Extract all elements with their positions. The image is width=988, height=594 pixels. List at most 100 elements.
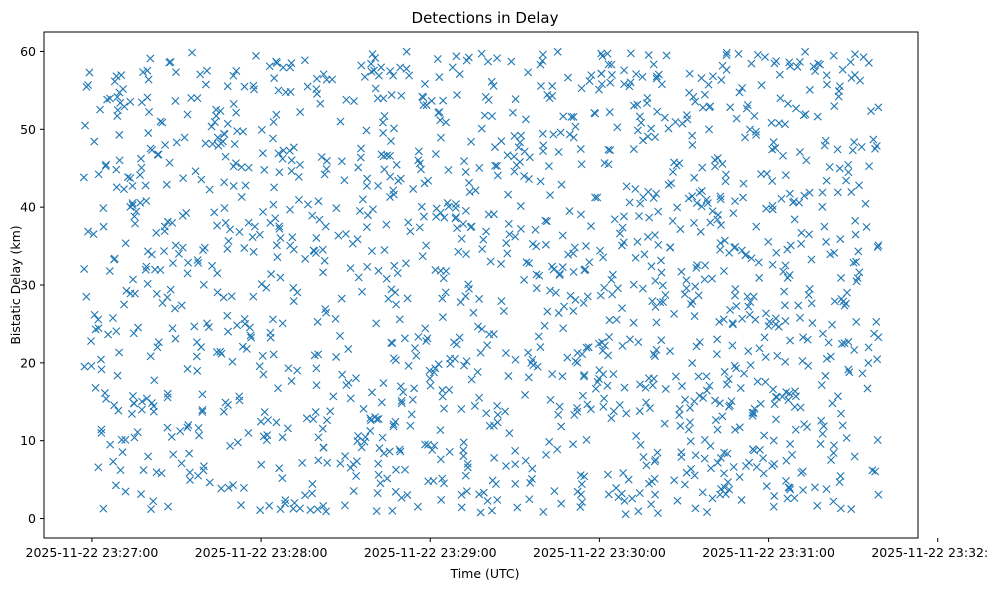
x-tick-label: 2025-11-22 23:31:00 bbox=[702, 545, 835, 560]
detection-point bbox=[128, 201, 137, 210]
detection-point bbox=[224, 237, 233, 246]
detection-point bbox=[722, 51, 731, 60]
detection-point bbox=[742, 104, 751, 113]
detection-point bbox=[80, 264, 89, 273]
detection-point bbox=[735, 423, 744, 432]
detection-point bbox=[197, 175, 206, 184]
detection-point bbox=[746, 298, 755, 307]
detection-point bbox=[462, 357, 471, 366]
detection-point bbox=[115, 348, 124, 357]
detection-point bbox=[805, 284, 814, 293]
detection-point bbox=[490, 143, 499, 152]
detection-point bbox=[431, 150, 440, 159]
detection-point bbox=[824, 338, 833, 347]
detection-point bbox=[786, 336, 795, 345]
detection-point bbox=[208, 261, 217, 270]
detection-point bbox=[644, 479, 653, 488]
detection-point bbox=[405, 71, 414, 80]
detection-point bbox=[438, 392, 447, 401]
detection-point bbox=[780, 287, 789, 296]
detection-point bbox=[322, 156, 331, 165]
detection-point bbox=[143, 66, 152, 75]
detection-point bbox=[270, 74, 279, 83]
detection-point bbox=[220, 130, 229, 139]
detection-point bbox=[240, 244, 249, 253]
detection-point bbox=[141, 181, 150, 190]
detection-point bbox=[147, 250, 156, 259]
detection-point bbox=[457, 503, 466, 512]
detection-point bbox=[786, 440, 795, 449]
detection-point bbox=[598, 338, 607, 347]
detection-point bbox=[501, 349, 510, 358]
detection-point bbox=[259, 207, 267, 216]
detection-point bbox=[242, 344, 251, 353]
detection-point bbox=[671, 372, 680, 381]
detection-point bbox=[420, 179, 429, 188]
detection-point bbox=[713, 215, 722, 224]
detection-point bbox=[213, 269, 222, 278]
detection-point bbox=[372, 319, 381, 328]
detection-point bbox=[581, 242, 590, 251]
detection-point bbox=[322, 165, 331, 174]
detection-point bbox=[298, 458, 307, 467]
detection-point bbox=[740, 369, 749, 378]
detection-point bbox=[699, 393, 708, 402]
detection-point bbox=[838, 421, 847, 430]
y-axis: 0 10 20 30 40 50 60 bbox=[20, 44, 44, 526]
detection-point bbox=[397, 396, 406, 405]
detection-point bbox=[525, 153, 534, 162]
detection-point bbox=[310, 351, 319, 360]
detection-point bbox=[585, 77, 594, 86]
detection-point bbox=[177, 301, 186, 310]
detection-point bbox=[502, 461, 511, 470]
detection-point bbox=[355, 206, 364, 215]
detection-point bbox=[719, 315, 728, 324]
detection-point bbox=[569, 267, 578, 276]
detection-point bbox=[546, 191, 555, 200]
detection-point bbox=[372, 507, 381, 516]
detection-point bbox=[461, 292, 470, 301]
detection-point bbox=[728, 320, 737, 329]
detection-point bbox=[591, 384, 600, 393]
detection-point bbox=[194, 258, 203, 267]
detection-point bbox=[120, 102, 129, 111]
detection-point bbox=[629, 318, 638, 327]
detection-point bbox=[635, 489, 644, 498]
detection-point bbox=[346, 394, 355, 403]
detection-point bbox=[128, 392, 137, 401]
detection-point bbox=[438, 386, 447, 395]
detection-point bbox=[585, 258, 594, 267]
detection-point bbox=[344, 345, 353, 354]
detection-point bbox=[686, 403, 695, 412]
detection-point bbox=[172, 138, 181, 147]
detection-point bbox=[853, 274, 862, 282]
detection-point bbox=[213, 133, 222, 142]
detection-point bbox=[638, 136, 647, 145]
detection-point bbox=[666, 347, 675, 356]
detection-point bbox=[785, 389, 794, 398]
detection-point bbox=[850, 452, 859, 461]
detection-point bbox=[220, 178, 229, 187]
detection-point bbox=[156, 117, 165, 126]
detection-point bbox=[221, 398, 230, 407]
detection-point bbox=[248, 233, 257, 242]
detection-point bbox=[524, 348, 533, 357]
detection-point bbox=[493, 54, 502, 63]
detection-point bbox=[487, 77, 496, 86]
detection-point bbox=[332, 352, 341, 361]
detection-point bbox=[597, 80, 606, 89]
detection-point bbox=[511, 460, 520, 469]
detection-point bbox=[255, 230, 264, 239]
detection-point bbox=[647, 262, 656, 271]
detection-point bbox=[131, 219, 140, 228]
detection-point bbox=[584, 343, 593, 352]
detection-point bbox=[813, 501, 822, 510]
detection-point bbox=[816, 440, 825, 449]
detection-point bbox=[491, 479, 500, 488]
detection-point bbox=[216, 347, 225, 356]
detection-point bbox=[507, 57, 516, 66]
detection-point bbox=[463, 463, 472, 472]
detection-point bbox=[660, 113, 669, 122]
x-axis-label: Time (UTC) bbox=[449, 566, 519, 581]
detection-point bbox=[597, 69, 606, 78]
